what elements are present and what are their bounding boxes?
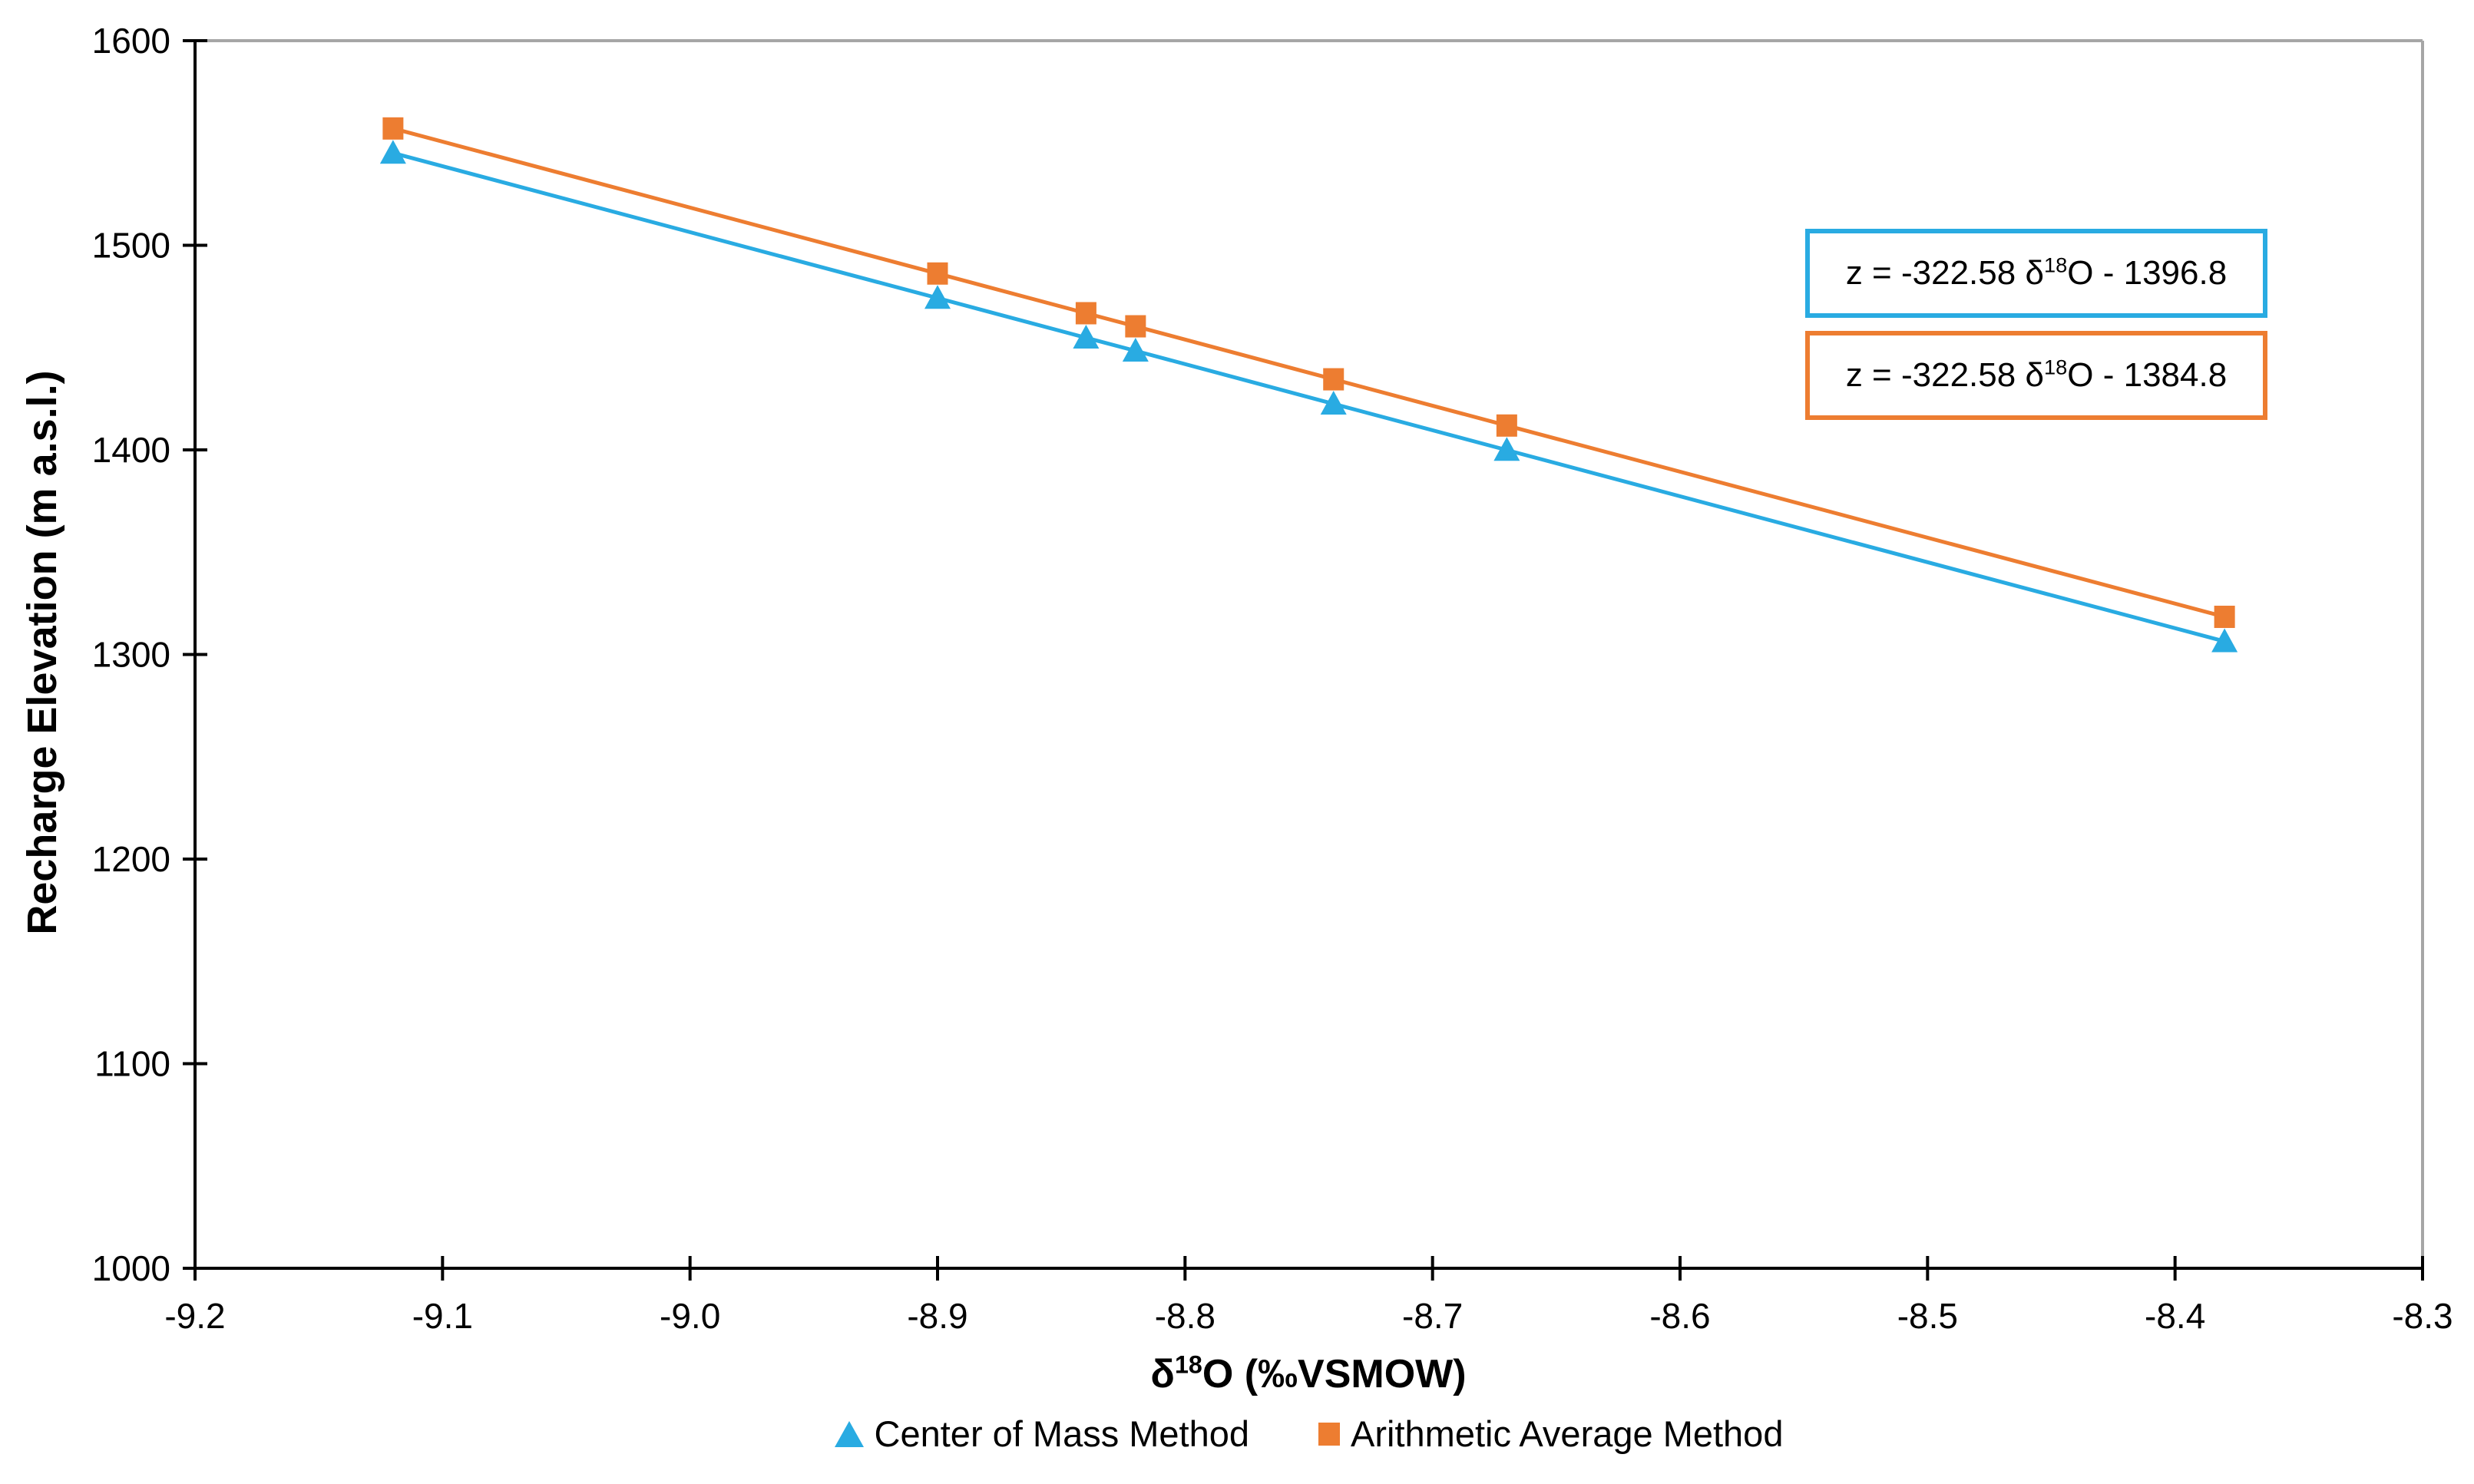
triangle-marker-icon [834, 1420, 864, 1447]
y-tick-label: 1600 [92, 21, 170, 61]
legend-item-arithmetic-average: Arithmetic Average Method [1318, 1413, 1783, 1455]
data-point-square [382, 117, 404, 140]
square-marker-icon [1318, 1422, 1341, 1446]
delta-symbol: δ [2025, 356, 2044, 394]
equation-text: z = -322.58 δ18O - 1396.8 [1845, 253, 2228, 292]
x-tick-label: -9.2 [164, 1296, 225, 1336]
trendline-equation-center-of-mass: z = -322.58 δ18O - 1396.8 [1805, 229, 2267, 318]
x-tick-label: -8.9 [907, 1296, 967, 1336]
data-point-triangle [1073, 324, 1100, 349]
legend: Center of Mass Method Arithmetic Average… [195, 1413, 2423, 1455]
data-point-triangle [1122, 338, 1149, 362]
delta-symbol: δ [1150, 1352, 1175, 1396]
x-tick-label: -9.1 [412, 1296, 473, 1336]
x-axis-title: δ18O (‰VSMOW) [1150, 1350, 1467, 1396]
x-tick-label: -9.0 [660, 1296, 720, 1336]
data-point-square [1125, 315, 1146, 338]
y-tick-label: 1500 [92, 226, 170, 266]
data-point-square [1075, 302, 1096, 325]
x-tick-label: -8.8 [1155, 1296, 1216, 1336]
y-tick-label: 1000 [92, 1248, 170, 1288]
data-point-square [927, 262, 948, 285]
x-tick-label: -8.4 [2145, 1296, 2205, 1336]
data-point-triangle [924, 285, 951, 309]
data-point-square [1323, 368, 1344, 391]
y-tick-label: 1100 [94, 1044, 170, 1084]
equation-text: z = -322.58 δ18O - 1384.8 [1845, 355, 2228, 394]
x-tick-label: -8.6 [1649, 1296, 1710, 1336]
y-axis-title: Recharge Elevation (m a.s.l.) [19, 370, 65, 935]
delta-symbol: δ [2025, 254, 2044, 292]
data-point-triangle [2211, 628, 2238, 653]
legend-label: Arithmetic Average Method [1351, 1413, 1784, 1454]
legend-label: Center of Mass Method [874, 1413, 1250, 1454]
y-tick-label: 1200 [92, 839, 170, 879]
data-point-triangle [379, 140, 406, 164]
x-tick-label: -8.3 [2392, 1296, 2453, 1336]
x-tick-label: -8.5 [1897, 1296, 1958, 1336]
y-tick-label: 1300 [92, 635, 170, 675]
data-point-triangle [1320, 391, 1347, 415]
trendline-equation-arithmetic-average: z = -322.58 δ18O - 1384.8 [1805, 331, 2267, 420]
y-tick-label: 1400 [92, 430, 170, 470]
data-point-triangle [1493, 437, 1520, 461]
x-tick-label: -8.7 [1402, 1296, 1463, 1336]
data-point-square [1496, 414, 1517, 437]
data-point-square [2214, 605, 2235, 628]
legend-item-center-of-mass: Center of Mass Method [834, 1413, 1250, 1455]
